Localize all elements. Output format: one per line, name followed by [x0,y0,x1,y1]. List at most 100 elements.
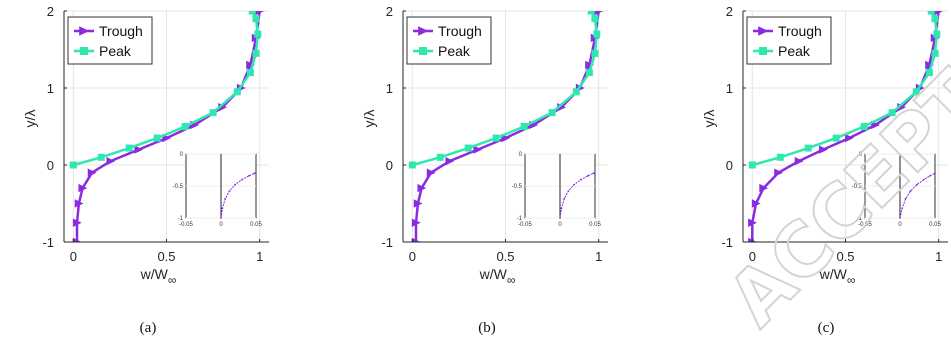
inset-data-point [234,183,236,186]
data-point-peak [931,49,939,57]
data-point-trough [246,60,255,70]
y-tick-label: 2 [726,4,733,19]
data-point-trough [413,199,423,208]
data-point-peak [252,15,260,23]
data-point-trough [72,218,82,227]
inset-y-tick-label: -1 [517,216,523,222]
y-tick-label: 1 [47,81,54,96]
x-axis-label-main: w/W [140,266,169,282]
inset-y-tick-label: -1 [178,216,184,222]
legend-marker [418,26,429,36]
inset-data-point [929,174,931,177]
data-point-trough [748,218,757,227]
y-tick-label: 0 [47,158,54,173]
y-tick-label: 0 [726,158,733,173]
data-point-peak [933,30,941,38]
data-point-peak [436,153,444,161]
data-point-peak [209,109,217,117]
legend-label-peak: Peak [99,43,132,59]
x-tick-label: 1 [595,249,602,264]
inset-y-tick-label: 0 [180,152,184,158]
legend-label-peak: Peak [778,43,811,59]
inset-data-point [922,178,925,181]
data-point-trough [87,168,97,177]
inset-x-tick-label: 0.05 [250,222,262,228]
inset-data-point [899,217,901,219]
data-point-trough [925,60,934,70]
series-group [69,11,265,242]
subfigure-caption: (b) [478,320,496,336]
data-point-trough [445,156,455,166]
x-tick-label: 0 [749,249,756,264]
series-group [408,11,604,242]
data-point-peak [888,109,896,117]
inset-data-point [592,172,595,175]
y-tick-label: -1 [721,235,733,250]
x-axis-label-subscript: ∞ [168,273,177,287]
inset-x-tick-label: -0.05 [858,222,872,228]
inset-data-point [228,190,231,193]
inset-y-tick-label: 0 [519,152,523,158]
data-point-trough [594,11,604,16]
data-point-peak [931,15,939,23]
y-axis-label: y/λ [701,110,717,128]
inset-data-point [241,178,243,181]
data-point-trough [930,33,940,43]
data-point-trough [255,11,265,16]
y-tick-label: 2 [386,4,393,19]
data-point-peak [492,134,500,142]
x-axis-label: w/W∞ [479,266,516,287]
data-point-peak [233,88,241,96]
x-tick-label: 1 [935,249,942,264]
data-point-trough [934,11,944,16]
data-point-peak [776,153,784,161]
inset-data-point [580,178,582,181]
inset-y-tick-label: -0.5 [173,184,184,190]
x-axis-label-subscript: ∞ [507,273,516,287]
inset-x-tick-label: -0.05 [518,222,532,228]
data-point-trough [72,237,82,242]
x-tick-label: 0 [70,249,77,264]
data-point-peak [572,88,580,96]
legend-marker [79,26,90,36]
data-point-trough [751,199,761,208]
inset-data-point [248,174,250,177]
data-point-peak [748,161,756,169]
data-point-peak [153,134,161,142]
x-axis-label: w/W∞ [819,266,856,287]
inset-x-tick-label: 0 [898,222,902,228]
legend-box [746,16,832,65]
legend-marker [758,26,769,36]
data-point-peak [548,109,556,117]
inset-x-tick-label: 0 [558,222,562,228]
inset-data-point [915,183,918,186]
data-point-trough [794,156,804,166]
data-point-trough [473,145,483,154]
inset-plot: -0.05 0 0.05 0 -0.5 -1 [173,152,263,228]
y-axis-label: y/λ [22,110,38,128]
data-point-peak [520,123,528,130]
series-line-trough [414,11,600,242]
x-tick-label: 0 [409,249,416,264]
inset-data-point [563,197,566,200]
inset-plot: -0.05 0 0.05 0 -0.5 -1 [512,152,602,228]
data-point-peak [464,144,472,152]
legend-marker [80,47,88,55]
data-point-peak [925,69,933,77]
data-point-peak [69,161,77,169]
series-line-trough [75,11,261,242]
data-point-trough [426,168,436,177]
series-group [748,11,944,242]
y-tick-label: 1 [386,81,393,96]
subfigure-caption: (a) [140,320,157,336]
y-tick-label: -1 [381,235,393,250]
inset-plot: -0.05 0 0.05 0 -0.5 -1 [852,152,942,228]
inset-x-tick-label: 0.05 [589,222,601,228]
data-point-trough [251,33,261,43]
y-tick-label: 1 [726,81,733,96]
inset-x-tick-label: -0.05 [179,222,193,228]
data-point-peak [587,11,595,15]
